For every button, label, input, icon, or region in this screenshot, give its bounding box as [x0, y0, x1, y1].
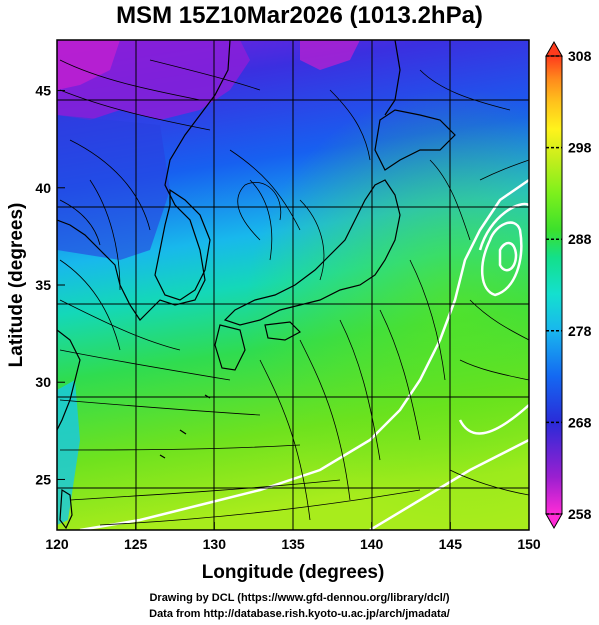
x-tick-label: 125: [124, 536, 148, 552]
colorbar-ticks: 258 268 278 288 298 308: [546, 48, 592, 522]
colorbar-tick-label: 288: [568, 231, 592, 247]
colorbar-tick-label: 258: [568, 506, 592, 522]
x-tick-label: 135: [281, 536, 305, 552]
coastlines: [57, 40, 456, 530]
x-axis-ticks: 120 125 130 135 140 145 150: [45, 522, 541, 552]
y-tick-label: 35: [35, 277, 51, 293]
colorbar-min-arrow: [545, 513, 563, 530]
colorbar-tick-label: 278: [568, 323, 592, 339]
map-title: MSM 15Z10Mar2026 (1013.2hPa): [116, 2, 483, 29]
colorbar-tick-label: 298: [568, 140, 592, 156]
y-tick-label: 45: [35, 83, 51, 99]
y-tick-label: 25: [35, 471, 51, 487]
credits: Drawing by DCL (https://www.gfd-dennou.o…: [0, 590, 599, 622]
colorbar-tick-label: 308: [568, 48, 592, 64]
y-tick-label: 40: [35, 180, 51, 196]
x-tick-label: 130: [203, 536, 227, 552]
x-tick-label: 120: [45, 536, 69, 552]
colorbar-bar: [545, 55, 563, 515]
y-axis-label: Latitude (degrees): [6, 203, 27, 368]
colorbar: 258 268 278 288 298 308: [545, 40, 592, 530]
x-axis-label: Longitude (degrees): [202, 562, 385, 583]
y-axis-ticks: 25 30 35 40 45: [35, 83, 65, 487]
credit-line-data: Data from http://database.rish.kyoto-u.a…: [149, 608, 450, 620]
streamlines: [59, 59, 529, 526]
x-tick-label: 145: [439, 536, 463, 552]
x-tick-label: 150: [517, 536, 541, 552]
credit-line-drawing: Drawing by DCL (https://www.gfd-dennou.o…: [149, 592, 450, 604]
colorbar-tick-label: 268: [568, 414, 592, 430]
y-tick-label: 30: [35, 374, 51, 390]
colorbar-max-arrow: [545, 40, 563, 57]
graticule: [57, 40, 529, 530]
x-tick-label: 140: [360, 536, 384, 552]
